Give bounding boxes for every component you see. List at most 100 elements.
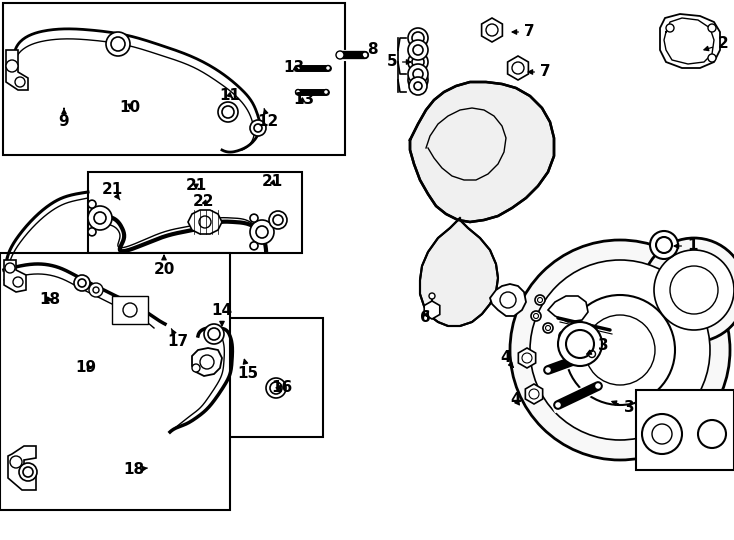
Circle shape <box>362 52 368 58</box>
Circle shape <box>408 40 428 60</box>
Circle shape <box>200 355 214 369</box>
Circle shape <box>324 90 329 94</box>
Circle shape <box>5 263 15 273</box>
Circle shape <box>412 56 424 68</box>
Bar <box>0 253 230 510</box>
Circle shape <box>199 216 211 228</box>
Text: 21: 21 <box>261 174 283 189</box>
Text: 12: 12 <box>258 109 279 129</box>
Circle shape <box>74 275 90 291</box>
Polygon shape <box>508 56 528 80</box>
Text: 9: 9 <box>59 109 69 129</box>
Circle shape <box>208 328 220 340</box>
Circle shape <box>589 350 595 357</box>
Text: 20: 20 <box>153 255 175 277</box>
Polygon shape <box>192 348 222 376</box>
Polygon shape <box>4 260 26 292</box>
Circle shape <box>408 64 428 84</box>
Polygon shape <box>526 384 542 404</box>
Text: 17: 17 <box>167 329 189 349</box>
Circle shape <box>10 456 22 468</box>
Polygon shape <box>548 296 588 322</box>
Circle shape <box>565 295 675 405</box>
Circle shape <box>545 367 551 374</box>
Circle shape <box>111 37 125 51</box>
Circle shape <box>558 322 602 366</box>
Circle shape <box>412 74 424 86</box>
Text: 13: 13 <box>283 60 305 75</box>
Circle shape <box>535 295 545 305</box>
Circle shape <box>650 231 678 259</box>
Circle shape <box>408 52 428 72</box>
Bar <box>112 296 148 324</box>
Text: 5: 5 <box>386 55 411 70</box>
Polygon shape <box>518 348 536 368</box>
Circle shape <box>296 90 300 94</box>
Circle shape <box>559 331 569 341</box>
Text: 1: 1 <box>674 239 697 253</box>
Circle shape <box>566 330 594 358</box>
Bar <box>636 390 734 470</box>
Circle shape <box>554 402 562 408</box>
Circle shape <box>595 382 601 389</box>
Circle shape <box>652 424 672 444</box>
Circle shape <box>273 215 283 225</box>
Circle shape <box>412 32 424 44</box>
Circle shape <box>13 277 23 287</box>
Circle shape <box>93 287 99 293</box>
Circle shape <box>94 212 106 224</box>
Circle shape <box>250 120 266 136</box>
Circle shape <box>23 467 33 477</box>
Circle shape <box>250 220 274 244</box>
Polygon shape <box>490 284 526 316</box>
Text: 14: 14 <box>211 303 233 326</box>
Text: 21: 21 <box>101 182 123 200</box>
Text: 16: 16 <box>272 380 293 395</box>
Circle shape <box>222 106 234 118</box>
Circle shape <box>78 279 86 287</box>
Circle shape <box>708 24 716 32</box>
Circle shape <box>337 52 343 58</box>
Polygon shape <box>188 210 222 234</box>
Polygon shape <box>424 301 440 319</box>
Circle shape <box>409 77 427 95</box>
Text: 7: 7 <box>512 24 534 39</box>
Circle shape <box>545 326 550 330</box>
Bar <box>186 318 323 437</box>
Circle shape <box>413 69 423 79</box>
Polygon shape <box>482 18 502 42</box>
Circle shape <box>123 303 137 317</box>
Text: 3: 3 <box>586 339 608 354</box>
Circle shape <box>529 389 539 399</box>
Circle shape <box>88 228 96 236</box>
Polygon shape <box>420 218 498 326</box>
Polygon shape <box>8 446 36 490</box>
Circle shape <box>642 238 734 342</box>
Circle shape <box>562 334 567 339</box>
Circle shape <box>654 250 734 330</box>
Circle shape <box>106 32 130 56</box>
Circle shape <box>414 82 422 90</box>
Circle shape <box>88 206 112 230</box>
Circle shape <box>266 378 286 398</box>
Circle shape <box>531 311 541 321</box>
Text: 7: 7 <box>528 64 550 79</box>
Circle shape <box>522 353 532 363</box>
Text: 8: 8 <box>359 43 377 58</box>
Circle shape <box>642 414 682 454</box>
Text: 21: 21 <box>186 178 207 193</box>
Circle shape <box>543 323 553 333</box>
Text: 19: 19 <box>76 360 97 375</box>
Circle shape <box>656 237 672 253</box>
Circle shape <box>408 28 428 48</box>
Circle shape <box>89 283 103 297</box>
Circle shape <box>413 45 423 55</box>
Text: 15: 15 <box>237 359 258 381</box>
Circle shape <box>336 51 344 59</box>
Circle shape <box>708 54 716 62</box>
Text: 18: 18 <box>40 292 61 307</box>
Circle shape <box>88 200 96 208</box>
Text: 22: 22 <box>193 194 215 209</box>
Circle shape <box>408 70 428 90</box>
Text: 2: 2 <box>704 37 729 51</box>
